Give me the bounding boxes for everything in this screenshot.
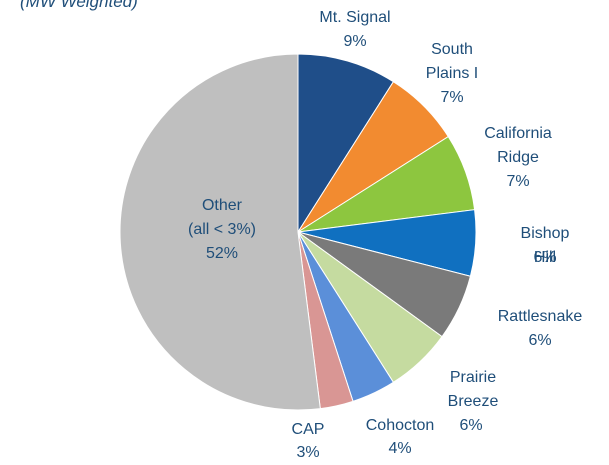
slice-label: California Ridge [484, 125, 552, 166]
chart-subtitle: (MW Weighted) [20, 0, 138, 11]
slice-label: Prairie Breeze [447, 369, 499, 410]
slice-label: Cohocton [365, 417, 435, 434]
pie-slice [297, 53, 395, 234]
value-label: 7% [506, 173, 530, 190]
value-label: 6% [528, 332, 552, 349]
value-label: 6% [533, 249, 557, 266]
slice-label: Other (all < 3%) [187, 197, 257, 238]
slice-label: South Plains I [425, 41, 479, 82]
pie-slice [119, 53, 321, 411]
slice-label: CAP [291, 421, 325, 438]
slice-label: Mt. Signal [319, 9, 391, 26]
value-label: 9% [343, 33, 367, 50]
value-label: 7% [440, 89, 464, 106]
value-label: 52% [205, 245, 239, 262]
slice-label: Bishop Hill [520, 225, 570, 266]
slice-label: Rattlesnake [497, 308, 583, 325]
value-label: 4% [388, 440, 412, 457]
value-label: 6% [459, 417, 483, 434]
value-label: 3% [296, 444, 320, 461]
